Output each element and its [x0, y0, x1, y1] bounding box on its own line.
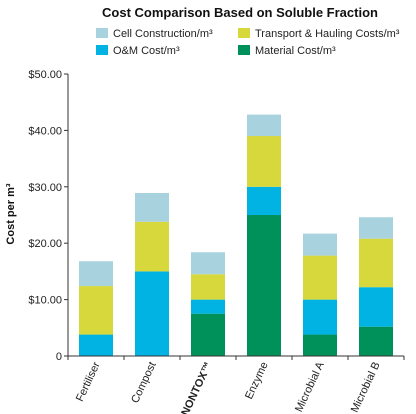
bar-segment	[191, 299, 225, 314]
bar-segment	[247, 215, 281, 356]
bar-segment	[135, 193, 169, 222]
y-tick-label: $30.00	[28, 182, 62, 194]
bar-segment	[303, 334, 337, 356]
x-tick-label: Enzyme	[243, 360, 271, 401]
bar-segment	[191, 274, 225, 300]
bars	[79, 114, 393, 356]
x-tick-label: Microbial A	[293, 360, 327, 414]
bar-segment	[79, 334, 113, 356]
bar-segment	[191, 252, 225, 275]
legend-swatch	[238, 45, 250, 55]
bar-segment	[79, 261, 113, 287]
bar-segment	[303, 233, 337, 256]
x-tick-label: Compost	[129, 360, 158, 405]
legend-label: Cell Construction/m³	[113, 28, 213, 40]
legend-label: Transport & Hauling Costs/m³	[255, 28, 400, 40]
x-tick-label: Microbial B	[349, 360, 383, 414]
legend-swatch	[238, 28, 250, 38]
x-tick-label: NONTOX™	[179, 360, 214, 414]
legend-swatch	[96, 45, 108, 55]
bar-segment	[359, 326, 393, 356]
y-tick-label: $40.00	[28, 125, 62, 137]
bar-segment	[247, 114, 281, 137]
bar-segment	[303, 299, 337, 335]
bar-segment	[247, 186, 281, 215]
bar-segment	[191, 313, 225, 356]
bar-segment	[303, 255, 337, 300]
bar-segment	[79, 286, 113, 335]
bar-segment	[247, 136, 281, 187]
x-axis: Fertiliser Compost NONTOX™ Enzyme Microbial …	[64, 355, 405, 414]
bar-segment	[359, 238, 393, 288]
y-tick-label: $10.00	[28, 295, 62, 307]
legend-label: O&M Cost/m³	[113, 45, 180, 57]
y-axis-label: Cost per m³	[5, 183, 17, 244]
y-axis: 0 $10.00 $20.00 $30.00 $40.00 $50.00	[28, 69, 69, 363]
y-tick-label: $20.00	[28, 238, 62, 250]
bar-segment	[359, 217, 393, 239]
bar-segment	[135, 221, 169, 272]
legend-swatch	[96, 28, 108, 38]
legend: Cell Construction/m³ Transport & Hauling …	[96, 28, 400, 57]
bar-segment	[135, 271, 169, 356]
y-tick-label: $50.00	[28, 69, 62, 81]
chart-title: Cost Comparison Based on Soluble Fractio…	[102, 5, 378, 20]
legend-label: Material Cost/m³	[255, 45, 336, 57]
x-tick-label: Fertiliser	[74, 360, 103, 404]
bar-segment	[359, 287, 393, 327]
y-tick-label: 0	[56, 351, 62, 363]
